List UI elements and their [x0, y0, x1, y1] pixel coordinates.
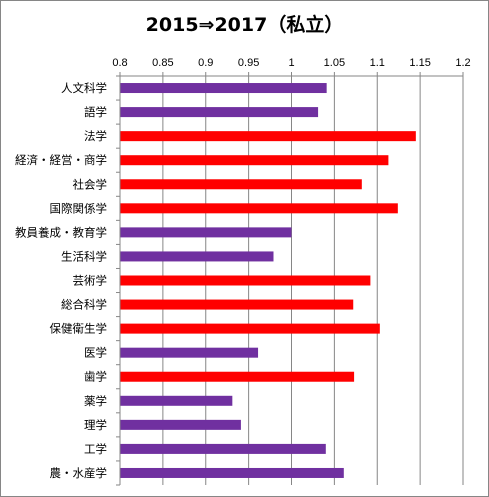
category-label: 法学 [84, 129, 107, 143]
bar [120, 179, 362, 190]
category-label: 経済・経営・商学 [15, 153, 107, 167]
bar [120, 299, 354, 310]
category-label: 教員養成・教育学 [15, 225, 107, 239]
x-tick-label: 0.85 [152, 57, 173, 69]
bar [120, 227, 292, 238]
bar [120, 323, 380, 334]
x-tick-labels: 0.8 0.85 0.9 0.95 1 1.05 1.1 1.15 1.2 [112, 57, 470, 69]
category-label: 国際関係学 [50, 201, 108, 215]
bars [120, 83, 416, 478]
bar [120, 251, 274, 262]
category-label: 理学 [84, 418, 107, 432]
x-tick-label: 1.05 [324, 57, 345, 69]
axes [116, 72, 464, 486]
category-label: 薬学 [84, 394, 107, 408]
x-tick-label: 1.1 [370, 57, 385, 69]
category-label: 総合科学 [61, 298, 107, 312]
category-label: 芸術学 [73, 274, 108, 288]
category-label: 語学 [84, 105, 107, 119]
bar [120, 395, 233, 406]
bar [120, 275, 371, 286]
category-label: 工学 [84, 442, 107, 456]
bar [120, 83, 327, 94]
bar [120, 467, 344, 478]
x-tick-label: 1.2 [455, 57, 470, 69]
bar [120, 107, 319, 118]
x-tick-label: 1 [288, 57, 294, 69]
category-label: 社会学 [73, 177, 108, 191]
bar [120, 371, 355, 382]
x-tick-label: 0.9 [198, 57, 213, 69]
bar [120, 155, 389, 166]
bar [120, 347, 259, 358]
category-label: 歯学 [84, 370, 107, 384]
category-labels: 人文科学語学法学経済・経営・商学社会学国際関係学教員養成・教育学生活科学芸術学総… [15, 81, 107, 480]
x-tick-label: 0.95 [238, 57, 259, 69]
x-tick-label: 0.8 [112, 57, 127, 69]
category-label: 人文科学 [61, 81, 107, 95]
category-label: 農・水産学 [50, 466, 108, 480]
bar [120, 419, 241, 430]
x-tick-label: 1.15 [409, 57, 430, 69]
bar [120, 203, 398, 214]
bar [120, 131, 416, 142]
chart-title: 2015⇒2017（私立） [145, 14, 344, 36]
category-label: 保健衛生学 [50, 322, 108, 336]
bar [120, 443, 326, 454]
category-label: 医学 [84, 346, 107, 360]
category-label: 生活科学 [61, 249, 107, 263]
